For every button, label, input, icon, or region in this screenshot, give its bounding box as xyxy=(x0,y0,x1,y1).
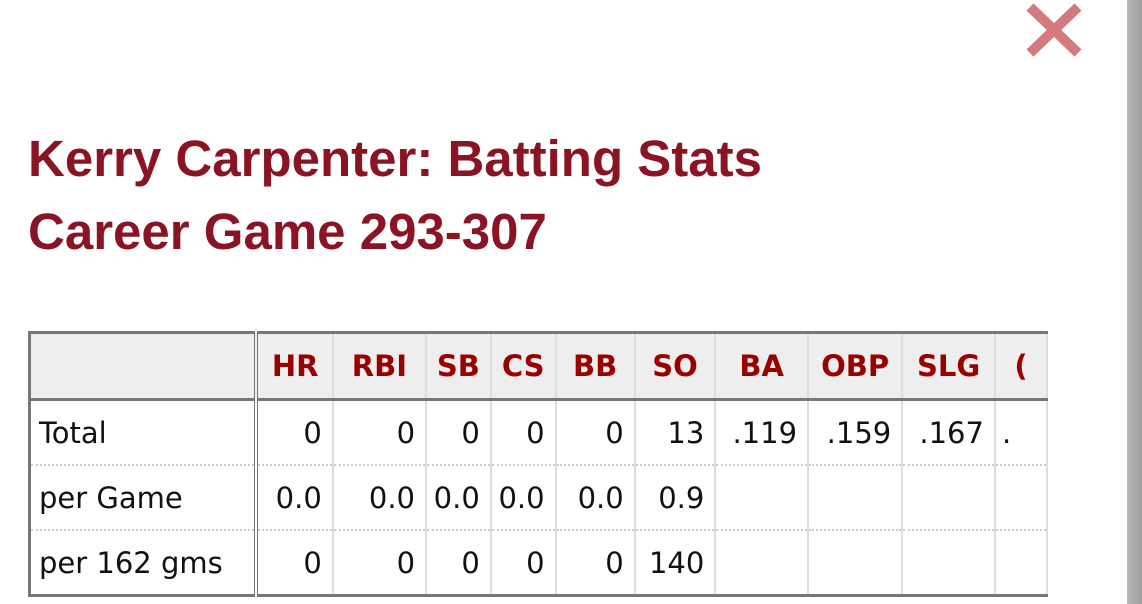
stat-cell: 0.9 xyxy=(633,465,717,531)
stats-table-container[interactable]: HR RBI SB CS BB SO BA OBP SLG( Total 0 0 0 0 0 13.119.… xyxy=(28,331,1048,601)
stat-cell: 0 xyxy=(331,530,428,597)
column-header[interactable]: HR xyxy=(255,331,334,401)
stat-cell: 0.0 xyxy=(489,465,557,531)
page-title: Kerry Carpenter: Batting Stats Career Ga… xyxy=(28,122,762,268)
stat-cell: 0.0 xyxy=(331,465,428,531)
column-header[interactable]: SB xyxy=(425,331,492,401)
stat-cell: . xyxy=(993,399,1048,466)
stat-cell xyxy=(993,465,1048,531)
modal-edge-scrollbar[interactable] xyxy=(1127,0,1142,604)
stat-cell: 0 xyxy=(489,399,557,466)
row-label: per Game xyxy=(28,465,259,531)
stat-cell xyxy=(714,465,810,531)
column-header[interactable]: ( xyxy=(993,331,1048,401)
stat-cell xyxy=(993,530,1048,597)
close-x-icon xyxy=(1026,3,1082,57)
column-header[interactable]: OBP xyxy=(807,331,904,401)
stat-cell xyxy=(807,465,904,531)
stat-cell: 0 xyxy=(554,530,636,597)
row-label: per 162 gms xyxy=(28,530,259,597)
column-header[interactable]: SLG xyxy=(901,331,996,401)
stat-cell: 0.0 xyxy=(255,465,334,531)
column-header[interactable]: BB xyxy=(554,331,636,401)
stat-cell: 0 xyxy=(489,530,557,597)
table-row: per Game 0.0 0.0 0.0 0.0 0.0 0.9 xyxy=(28,465,1048,531)
stat-cell: 0 xyxy=(255,530,334,597)
stat-cell: 0 xyxy=(425,530,492,597)
stat-cell: 0.0 xyxy=(554,465,636,531)
title-line-1: Kerry Carpenter: Batting Stats xyxy=(28,130,762,187)
stat-cell: 0 xyxy=(331,399,428,466)
stat-cell: 0.0 xyxy=(425,465,492,531)
stat-cell: .159 xyxy=(807,399,904,466)
stat-cell: 13 xyxy=(633,399,717,466)
column-header[interactable]: BA xyxy=(714,331,810,401)
header-corner xyxy=(28,331,259,401)
table-row: per 162 gms 0 0 0 0 0 140 xyxy=(28,530,1048,597)
stat-cell: 140 xyxy=(633,530,717,597)
column-header[interactable]: SO xyxy=(633,331,717,401)
stat-cell: 0 xyxy=(255,399,334,466)
stat-cell xyxy=(901,530,996,597)
row-label: Total xyxy=(28,399,259,466)
stat-cell xyxy=(901,465,996,531)
stat-cell: .119 xyxy=(714,399,810,466)
stat-cell: 0 xyxy=(425,399,492,466)
stat-cell: .167 xyxy=(901,399,996,466)
title-line-2: Career Game 293-307 xyxy=(28,203,547,260)
column-header[interactable]: RBI xyxy=(331,331,428,401)
column-header[interactable]: CS xyxy=(489,331,557,401)
stat-cell xyxy=(807,530,904,597)
batting-stats-table: HR RBI SB CS BB SO BA OBP SLG( Total 0 0 0 0 0 13.119.… xyxy=(28,331,1048,597)
stat-cell: 0 xyxy=(554,399,636,466)
close-button[interactable] xyxy=(1024,2,1084,58)
stat-cell xyxy=(714,530,810,597)
table-row: Total 0 0 0 0 0 13.119.159.167. xyxy=(28,399,1048,466)
